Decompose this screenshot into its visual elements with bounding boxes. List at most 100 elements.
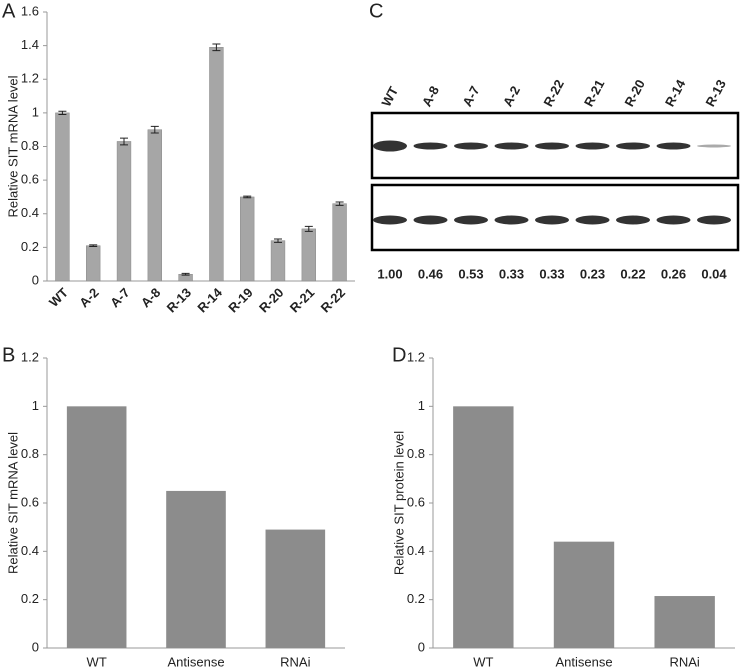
value-label: 0.33 <box>539 266 564 281</box>
y-tick-label: 1.2 <box>21 71 39 86</box>
band <box>494 215 529 225</box>
y-tick-label: 0.2 <box>21 239 39 254</box>
bar <box>240 196 255 282</box>
error-bar <box>304 225 313 232</box>
x-tick-label: R-13 <box>164 285 195 316</box>
lane-label: R-14 <box>662 76 689 109</box>
y-tick-label: 1 <box>32 398 39 413</box>
band <box>413 142 448 150</box>
x-tick-label: WT <box>473 654 493 669</box>
panel-label: A <box>2 0 16 22</box>
value-label: 1.00 <box>377 266 402 281</box>
lane-label: R-13 <box>702 77 728 109</box>
bar <box>553 541 615 648</box>
y-tick-label: 0.6 <box>21 494 39 509</box>
x-tick-label: RNAi <box>669 654 699 669</box>
y-tick-label: 1.6 <box>21 3 39 18</box>
y-tick-label: 0.4 <box>407 543 425 558</box>
y-tick-label: 0.2 <box>407 591 425 606</box>
band <box>656 215 691 225</box>
bar <box>209 47 224 282</box>
x-tick-label: R-22 <box>318 285 349 316</box>
value-label: 0.46 <box>418 266 443 281</box>
x-tick-label: A-8 <box>138 285 163 310</box>
y-tick-label: 1.2 <box>407 349 425 364</box>
band <box>454 142 488 150</box>
error-bar <box>181 272 190 276</box>
y-tick-label: 0 <box>418 639 425 654</box>
y-tick-label: 0.8 <box>21 138 39 153</box>
lane-label: WT <box>378 84 401 109</box>
lane-label: R-20 <box>621 77 647 109</box>
band <box>373 140 407 152</box>
error-bar <box>274 238 282 243</box>
bar <box>332 203 347 282</box>
x-tick-label: WT <box>87 654 107 669</box>
y-tick-label: 0.8 <box>21 446 39 461</box>
value-label: 0.04 <box>701 266 727 281</box>
bar <box>301 228 316 282</box>
band <box>697 144 731 148</box>
bar <box>654 596 715 648</box>
bar <box>270 240 286 282</box>
error-bar <box>120 137 128 146</box>
lane-label: A-8 <box>419 83 442 109</box>
error-bar <box>58 110 67 116</box>
bar <box>116 141 132 282</box>
y-axis-label: Relative SIT mRNA level <box>5 75 20 217</box>
y-tick-label: 0.6 <box>21 172 39 187</box>
band <box>494 142 529 150</box>
y-tick-label: 1 <box>32 104 39 119</box>
band <box>575 215 610 225</box>
panel-label: C <box>369 0 383 22</box>
band <box>373 215 407 225</box>
y-tick-label: 1.2 <box>21 349 39 364</box>
bar <box>86 245 101 282</box>
error-bar <box>212 43 221 52</box>
band <box>656 142 691 150</box>
x-tick-label: RNAi <box>280 654 310 669</box>
lane-label: A-7 <box>459 83 482 109</box>
x-tick-label: R-20 <box>256 285 287 316</box>
band <box>697 215 731 225</box>
y-tick-label: 0.2 <box>21 591 39 606</box>
band <box>535 142 569 150</box>
bar <box>453 406 514 648</box>
panel-label: D <box>392 344 406 366</box>
x-tick-label: Antisense <box>555 654 612 669</box>
y-axis-label: Relative SIT protein level <box>391 431 406 575</box>
x-tick-label: A-2 <box>76 285 101 310</box>
band <box>454 215 488 225</box>
x-tick-label: A-7 <box>107 285 132 310</box>
value-label: 0.53 <box>458 266 483 281</box>
bar <box>66 406 127 648</box>
value-label: 0.22 <box>620 266 645 281</box>
y-axis-label: Relative SIT mRNA level <box>5 432 20 574</box>
y-tick-label: 0.4 <box>21 205 39 220</box>
band <box>616 142 650 150</box>
bar <box>147 129 162 282</box>
y-tick-label: 1.4 <box>21 37 39 52</box>
band <box>575 142 610 150</box>
value-label: 0.33 <box>499 266 524 281</box>
panel-label: B <box>2 344 15 366</box>
lane-label: R-22 <box>540 77 566 109</box>
band <box>535 215 569 225</box>
bar <box>55 112 70 282</box>
y-tick-label: 0.8 <box>407 446 425 461</box>
x-tick-label: R-19 <box>225 285 256 316</box>
x-tick-label: R-14 <box>194 284 225 315</box>
bar <box>166 490 226 648</box>
lane-label: R-21 <box>581 77 607 109</box>
error-bar <box>150 125 159 134</box>
band <box>616 215 650 225</box>
y-tick-label: 1 <box>418 398 425 413</box>
band <box>413 215 448 225</box>
y-tick-label: 0.6 <box>407 494 425 509</box>
y-tick-label: 0 <box>32 272 39 287</box>
value-label: 0.26 <box>661 266 686 281</box>
y-tick-label: 0.4 <box>21 543 39 558</box>
x-tick-label: WT <box>46 285 71 310</box>
